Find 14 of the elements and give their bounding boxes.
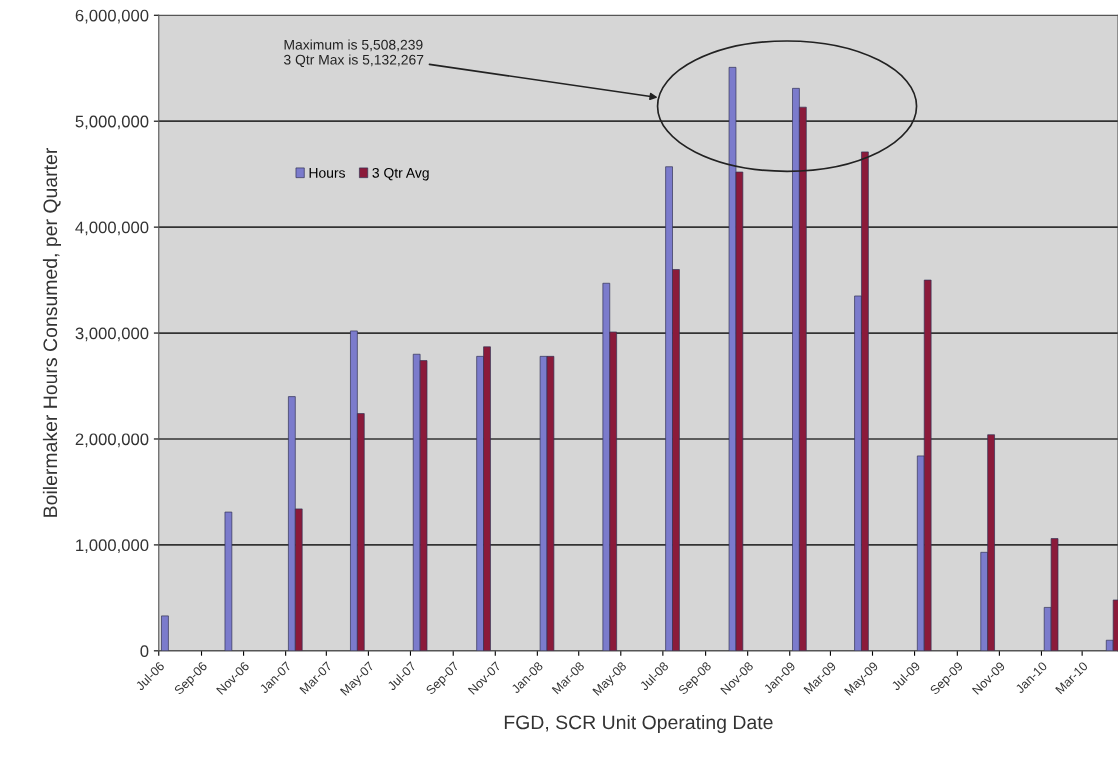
legend-label: Hours	[309, 168, 345, 178]
y-tick-label: 2,000,000	[75, 433, 149, 448]
bar	[224, 511, 233, 651]
y-tick-label: 1,000,000	[76, 539, 149, 554]
y-tick-label: 6,000,000	[75, 9, 149, 24]
annotation: Maximum is 5,508,239 3 Qtr Max is 5,132,267	[283, 39, 424, 68]
y-axis-title: Boilermaker Hours Consumed, per Quarter	[42, 148, 62, 517]
y-tick-label: 5,000,000	[75, 115, 149, 130]
legend-label: 3 Qtr Avg	[372, 167, 429, 181]
y-tick-label: 0	[140, 645, 149, 658]
x-axis-title: FGD, SCR Unit Operating Date	[504, 714, 773, 734]
y-tick-label: 4,000,000	[75, 221, 149, 236]
y-tick-label: 3,000,000	[75, 327, 149, 342]
bar	[161, 615, 169, 651]
